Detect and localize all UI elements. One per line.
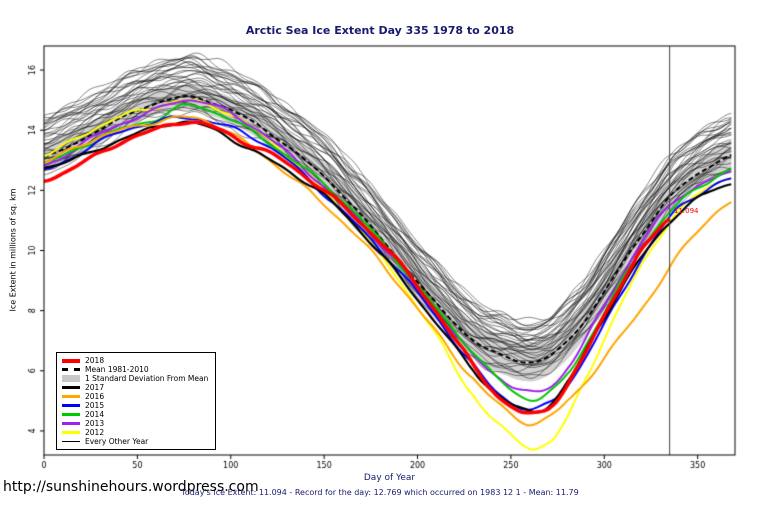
legend-swatch [62, 375, 80, 382]
legend-label: 1 Standard Deviation From Mean [85, 374, 209, 383]
y-axis-label: Ice Extent in millions of sq. km [8, 188, 18, 312]
legend-swatch [62, 441, 80, 442]
legend-item: 2017 [62, 383, 208, 392]
legend-item: 2013 [62, 419, 208, 428]
legend-label: 2016 [85, 392, 105, 401]
legend-item: 2018 [62, 356, 208, 365]
legend-swatch [62, 358, 80, 363]
legend-label: Mean 1981-2010 [85, 365, 149, 374]
chart-title: Arctic Sea Ice Extent Day 335 1978 to 20… [245, 24, 515, 37]
legend-swatch [62, 404, 80, 407]
legend-label: 2012 [85, 428, 105, 437]
stats-caption: Today's Ice Extent: 11.094 - Record for … [181, 488, 579, 497]
site-url[interactable]: http://sunshinehours.wordpress.com [3, 479, 259, 495]
legend-swatch [62, 413, 80, 416]
legend-swatch [62, 386, 80, 389]
today-extent-marker: 11.094 [674, 207, 699, 215]
legend-item: 2016 [62, 392, 208, 401]
legend-item: 1 Standard Deviation From Mean [62, 374, 208, 383]
legend-box: 2018 Mean 1981-2010 1 Standard Deviation F… [56, 352, 217, 450]
x-axis-label: Day of Year [363, 473, 416, 483]
legend-label: 2015 [85, 401, 105, 410]
legend-item: 2014 [62, 410, 208, 419]
legend-swatch [62, 431, 80, 434]
legend-item: Every Other Year [62, 437, 208, 446]
legend-item: 2015 [62, 401, 208, 410]
legend-label: 2014 [85, 410, 105, 419]
legend-item: 2012 [62, 428, 208, 437]
legend-label: Every Other Year [85, 437, 149, 446]
legend-label: 2013 [85, 419, 105, 428]
legend-swatch [62, 422, 80, 425]
legend-item: Mean 1981-2010 [62, 365, 208, 374]
legend-label: 2017 [85, 383, 105, 392]
legend-label: 2018 [85, 356, 105, 365]
legend-swatch [62, 368, 80, 371]
legend-swatch [62, 395, 80, 398]
